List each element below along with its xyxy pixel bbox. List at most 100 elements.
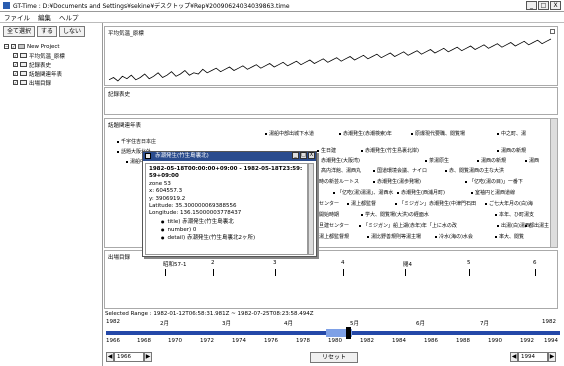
checkbox-icon[interactable]: ✓ (13, 71, 18, 76)
checkbox-icon[interactable]: ✓ (13, 62, 18, 67)
tree-layer-row[interactable]: ✓ 平均気温_原標 (4, 51, 102, 60)
start-year-field[interactable]: 1966 (114, 352, 144, 362)
event-label[interactable]: 「亿吃(湯の目)」一番下 (465, 178, 523, 185)
minimize-button[interactable]: _ (526, 1, 537, 10)
popup-maximize-button[interactable]: □ (300, 152, 307, 159)
end-year-left-arrow[interactable]: ◀ (510, 352, 518, 362)
popup-latitude: Latitude: 35.300000069388556 (149, 203, 237, 210)
event-label[interactable]: 湯西の新規 (497, 147, 526, 154)
epoch-label: 閲4 (403, 262, 412, 268)
event-label[interactable]: 赤潮発生(竹生島裏北岸) (361, 147, 419, 154)
event-label[interactable]: 高内洋館、湯西丸 (317, 167, 361, 174)
epoch-marker[interactable] (213, 269, 214, 276)
event-label[interactable]: 出湯(白)湯西 (497, 222, 530, 229)
event-label[interactable]: 「亿吃(湯)湯湯」、湯西水 (333, 189, 393, 196)
event-label[interactable]: 旦建センター (315, 222, 349, 229)
start-year-left-arrow[interactable]: ◀ (106, 352, 114, 362)
epoch-marker[interactable] (535, 269, 536, 276)
event-label[interactable]: 話題大阪北外 (117, 148, 151, 155)
start-year-right-arrow[interactable]: ▶ (144, 352, 152, 362)
tree-layer-row[interactable]: ✓ 話題関連年表 (4, 69, 102, 78)
menu-edit[interactable]: 編集 (38, 14, 51, 22)
popup-scrollbar[interactable] (308, 163, 314, 255)
disable-button[interactable]: しない (59, 26, 86, 37)
year-label: 1966 (106, 338, 120, 344)
epoch-marker[interactable] (469, 269, 470, 276)
epoch-marker[interactable] (405, 269, 406, 276)
year-label: 1976 (264, 338, 278, 344)
event-label[interactable]: 室袖円と湯西道線 (471, 189, 515, 196)
event-label[interactable]: 開始時期 (315, 211, 339, 218)
tree-layer-row[interactable]: ✓ 記録表史 (4, 60, 102, 69)
collapse-icon[interactable]: − (4, 44, 9, 49)
popup-time-line: 1982-05-18T00:00:00+09:00 - 1982-05-18T2… (149, 166, 303, 172)
month-label: 3月 (222, 321, 231, 327)
event-label[interactable]: 本年、ひ町湯支 (495, 211, 534, 218)
popup-attr-number: number) 0 (149, 226, 304, 234)
maximize-button[interactable]: □ (538, 1, 549, 10)
popup-attr-title: title) 赤潮発生(竹生島裏北 (149, 218, 304, 226)
timeline-slider-range[interactable] (326, 329, 352, 337)
close-button[interactable]: X (550, 1, 561, 10)
event-label[interactable]: 湯船中部 (126, 158, 150, 165)
event-label[interactable]: 千宇住吉日本庄 (117, 138, 156, 145)
year-label: 1994 (544, 338, 558, 344)
folder-icon (18, 44, 25, 49)
event-label[interactable]: 「ミジガン」船上湖(赤年)年「上に水の改 (359, 222, 457, 229)
layer-icon (20, 53, 27, 58)
event-label[interactable]: 茶湯原生 (425, 157, 449, 164)
event-label[interactable]: 中之町、湯 (497, 130, 526, 137)
event-label[interactable]: 湯上都監督 (347, 200, 376, 207)
event-label[interactable]: 学大、閲覧場(大洪)の経面水 (361, 211, 429, 218)
tree-project-row[interactable]: − ✓ New Project (4, 42, 102, 51)
select-all-button[interactable]: 全て選択 (3, 26, 36, 37)
month-label: 6月 (416, 321, 425, 327)
checkbox-icon[interactable]: ✓ (13, 80, 18, 85)
checkbox-icon[interactable]: ✓ (13, 53, 18, 58)
timeline-slider-handle[interactable] (346, 327, 351, 339)
event-label[interactable]: 湯比野善規則等湯主場 (367, 233, 421, 240)
end-year-field[interactable]: 1994 (518, 352, 548, 362)
event-label[interactable]: 冷水(海の)水会 (435, 233, 473, 240)
event-label[interactable]: 赤潮発生(西浦月町) (397, 189, 445, 196)
event-label[interactable]: 時の新芸ルートス (315, 178, 359, 185)
enable-button[interactable]: する (37, 26, 58, 37)
events-scrollbar[interactable] (550, 119, 557, 247)
popup-minimize-button[interactable]: _ (292, 152, 299, 159)
month-tick-row: 1982 2月 3月 4月 5月 6月 7月 1982 (104, 319, 562, 329)
epoch-marker[interactable] (165, 269, 166, 276)
event-label[interactable]: 国道環境会議、ナイロ (373, 167, 427, 174)
popup-title-bar[interactable]: 赤潮発生(竹生島裏北) _ □ X (143, 152, 316, 161)
epoch-marker[interactable] (343, 269, 344, 276)
event-label[interactable]: 「ミジガン」赤潮発生(中津門石田 (395, 200, 476, 207)
menu-file[interactable]: ファイル (4, 14, 30, 22)
reset-button[interactable]: リセット (310, 352, 358, 363)
event-label[interactable]: 率大、閲覧 (495, 233, 524, 240)
menu-bar: ファイル 編集 ヘルプ (0, 12, 564, 23)
popup-close-button[interactable]: X (308, 152, 315, 159)
epoch-marker[interactable] (275, 269, 276, 276)
event-label[interactable]: 湯船中部出城下水道 (265, 130, 314, 137)
event-label[interactable]: 湯上都監督規 (315, 233, 349, 240)
tree-layer-row[interactable]: ✓ 出場目録 (4, 78, 102, 87)
record-history-panel: 記録表史 (104, 87, 558, 115)
event-label[interactable]: ご七大年月の(白)海 (485, 200, 533, 207)
checkbox-icon[interactable]: ✓ (11, 44, 16, 49)
event-label[interactable]: 生日建 (317, 147, 336, 154)
end-year-right-arrow[interactable]: ▶ (548, 352, 556, 362)
event-label[interactable]: 赤潮発生(湯歩発場) (373, 178, 421, 185)
event-label[interactable]: センター (315, 200, 339, 207)
footer-controls: ◀ 1966 ▶ リセット ◀ 1994 ▶ (104, 351, 562, 365)
event-label[interactable]: 赤、閲覧湯西の主な大洪 (445, 167, 504, 174)
event-label[interactable]: 湯西 (525, 157, 539, 164)
temperature-chart (108, 38, 552, 82)
layer-icon (20, 80, 27, 85)
event-label[interactable]: 赤潮発生(大阪湾) (317, 157, 360, 164)
menu-help[interactable]: ヘルプ (59, 14, 79, 22)
event-label[interactable]: 赤潮発生(赤潮検索)年 (339, 130, 392, 137)
event-label[interactable]: 原爆現代要職、閲覧場 (411, 130, 465, 137)
event-label[interactable]: 都出湯主 (525, 222, 549, 229)
range-start-year: 1982 (106, 319, 120, 325)
panel-toggle-icon[interactable] (550, 29, 555, 34)
event-label[interactable]: 湯西の新規 (477, 157, 506, 164)
